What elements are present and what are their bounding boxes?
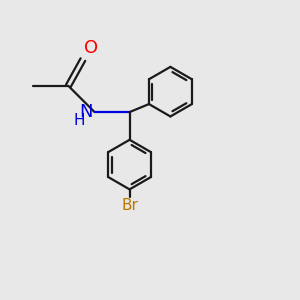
Text: H: H (74, 113, 85, 128)
Text: N: N (80, 103, 93, 121)
Text: O: O (84, 39, 98, 57)
Text: Br: Br (121, 197, 138, 212)
